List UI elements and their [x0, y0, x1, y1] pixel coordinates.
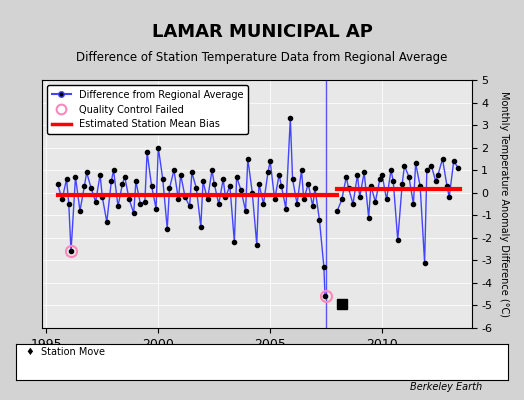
Y-axis label: Monthly Temperature Anomaly Difference (°C): Monthly Temperature Anomaly Difference (… [499, 91, 509, 317]
Text: LAMAR MUNICIPAL AP: LAMAR MUNICIPAL AP [151, 23, 373, 41]
Text: ♦  Station Move: ♦ Station Move [26, 347, 105, 357]
Text: Record Gap: Record Gap [149, 361, 206, 371]
Text: Empirical Break: Empirical Break [406, 361, 483, 371]
Legend: Difference from Regional Average, Quality Control Failed, Estimated Station Mean: Difference from Regional Average, Qualit… [47, 85, 248, 134]
Text: Station Move: Station Move [39, 361, 103, 371]
Text: Berkeley Earth: Berkeley Earth [410, 382, 482, 392]
Text: Time of Obs. Change: Time of Obs. Change [252, 361, 353, 371]
Text: Difference of Station Temperature Data from Regional Average: Difference of Station Temperature Data f… [77, 52, 447, 64]
